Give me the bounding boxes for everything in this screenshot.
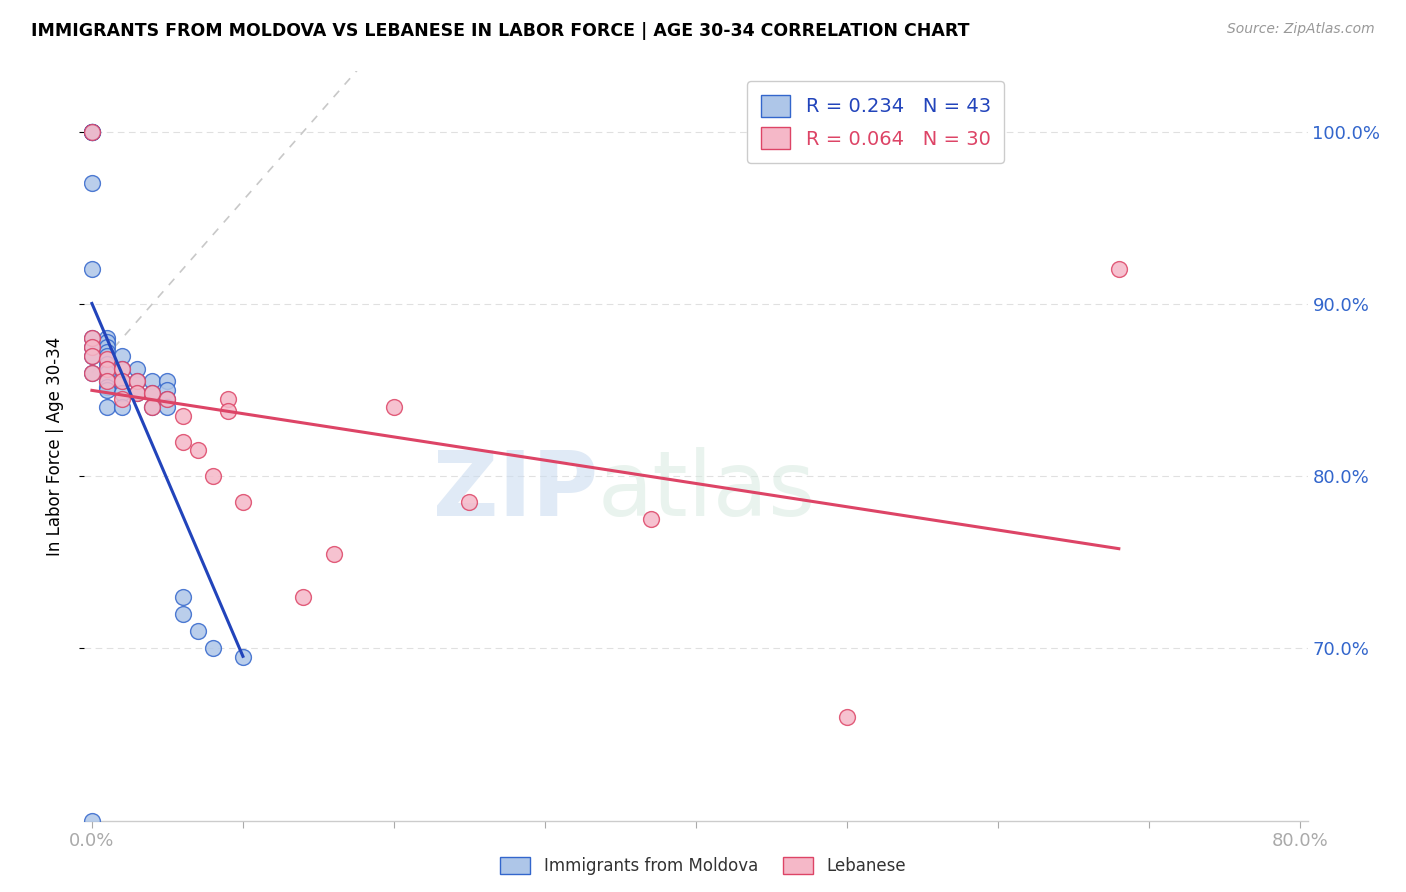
Point	[232, 495, 254, 509]
Point	[111, 349, 134, 363]
Point	[111, 392, 134, 406]
Point	[201, 469, 224, 483]
Point	[80, 125, 103, 139]
Point	[96, 362, 118, 376]
Point	[96, 379, 118, 393]
Legend: R = 0.234   N = 43, R = 0.064   N = 30: R = 0.234 N = 43, R = 0.064 N = 30	[747, 81, 1004, 163]
Point	[80, 125, 103, 139]
Point	[217, 392, 239, 406]
Point	[187, 443, 209, 458]
Point	[80, 349, 103, 363]
Point	[80, 125, 103, 139]
Point	[111, 362, 134, 376]
Point	[96, 351, 118, 366]
Point	[80, 125, 103, 139]
Point	[172, 590, 194, 604]
Point	[80, 366, 103, 380]
Point	[96, 340, 118, 354]
Point	[156, 392, 179, 406]
Point	[127, 375, 149, 389]
Point	[156, 375, 179, 389]
Text: IMMIGRANTS FROM MOLDOVA VS LEBANESE IN LABOR FORCE | AGE 30-34 CORRELATION CHART: IMMIGRANTS FROM MOLDOVA VS LEBANESE IN L…	[31, 22, 969, 40]
Point	[96, 383, 118, 397]
Point	[322, 547, 344, 561]
Point	[640, 512, 662, 526]
Legend: Immigrants from Moldova, Lebanese: Immigrants from Moldova, Lebanese	[492, 849, 914, 884]
Point	[172, 409, 194, 423]
Point	[96, 401, 118, 415]
Point	[96, 357, 118, 371]
Point	[172, 434, 194, 449]
Point	[141, 386, 163, 401]
Point	[96, 345, 118, 359]
Point	[156, 392, 179, 406]
Point	[835, 710, 858, 724]
Point	[96, 349, 118, 363]
Point	[187, 624, 209, 639]
Point	[80, 331, 103, 345]
Point	[127, 362, 149, 376]
Point	[382, 401, 405, 415]
Point	[111, 386, 134, 401]
Point	[111, 375, 134, 389]
Point	[217, 403, 239, 417]
Point	[201, 641, 224, 656]
Point	[232, 650, 254, 665]
Point	[96, 375, 118, 389]
Point	[80, 262, 103, 277]
Point	[111, 401, 134, 415]
Point	[141, 386, 163, 401]
Point	[80, 177, 103, 191]
Text: ZIP: ZIP	[433, 447, 598, 535]
Point	[96, 334, 118, 349]
Point	[156, 383, 179, 397]
Y-axis label: In Labor Force | Age 30-34: In Labor Force | Age 30-34	[45, 336, 63, 556]
Point	[127, 386, 149, 401]
Point	[111, 375, 134, 389]
Point	[1108, 262, 1130, 277]
Point	[80, 366, 103, 380]
Point	[172, 607, 194, 621]
Point	[80, 349, 103, 363]
Point	[141, 401, 163, 415]
Point	[292, 590, 315, 604]
Point	[96, 362, 118, 376]
Point	[80, 340, 103, 354]
Point	[141, 401, 163, 415]
Point	[96, 375, 118, 389]
Point	[458, 495, 481, 509]
Point	[156, 401, 179, 415]
Point	[80, 125, 103, 139]
Point	[80, 814, 103, 828]
Point	[127, 375, 149, 389]
Point	[96, 331, 118, 345]
Point	[141, 375, 163, 389]
Point	[80, 331, 103, 345]
Point	[111, 362, 134, 376]
Text: Source: ZipAtlas.com: Source: ZipAtlas.com	[1227, 22, 1375, 37]
Point	[80, 340, 103, 354]
Point	[96, 366, 118, 380]
Text: atlas: atlas	[598, 447, 817, 535]
Point	[127, 386, 149, 401]
